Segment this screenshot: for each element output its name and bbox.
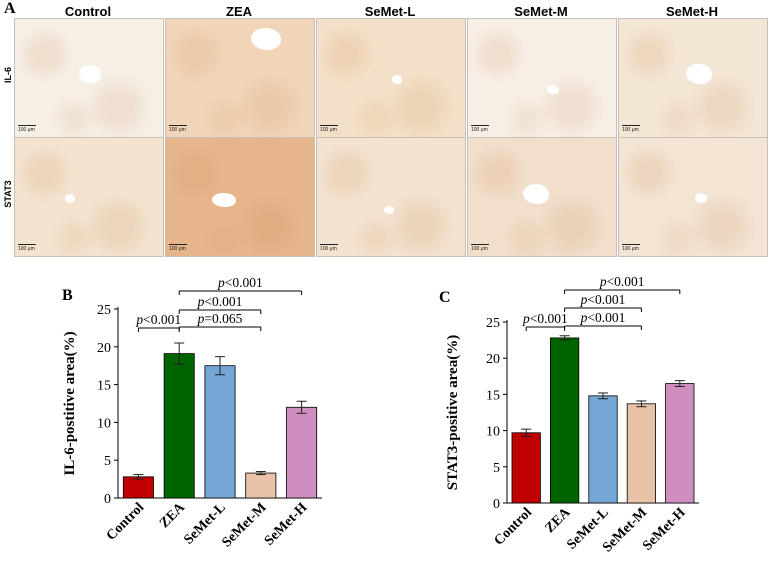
scale-bar: 100 μm <box>622 125 640 133</box>
micrograph-il6-semet-l: 100 μm <box>316 18 466 138</box>
x-tick-label-zea: ZEA <box>542 505 574 537</box>
scale-bar-label: 100 μm <box>18 127 35 133</box>
micrograph-stat3-semet-h: 100 μm <box>618 137 768 257</box>
column-header-semet-l: SeMet-L <box>364 4 416 19</box>
column-header-semet-m: SeMet-M <box>514 4 568 19</box>
y-tick-label: 5 <box>493 461 500 476</box>
x-tick-label-semet-h: SeMet-H <box>262 500 311 549</box>
bar-semet-m <box>626 403 657 504</box>
significance-label: p<0.001 <box>217 275 263 290</box>
scale-bar-line <box>320 244 338 245</box>
vessel-lumen <box>392 74 402 84</box>
bar-control <box>122 476 154 499</box>
micrograph-il6-zea: 100 μm <box>165 18 315 138</box>
vessel-lumen <box>251 28 281 50</box>
scale-bar-label: 100 μm <box>18 246 35 252</box>
y-tick-label: 20 <box>97 341 111 356</box>
scale-bar-line <box>471 244 489 245</box>
row-header-stat3: STAT3 <box>3 180 13 208</box>
scale-bar-label: 100 μm <box>169 127 186 133</box>
scale-bar: 100 μm <box>622 244 640 252</box>
y-tick-label: 10 <box>486 425 500 440</box>
y-axis-label: STAT3-positive area(%) <box>445 335 461 490</box>
scale-bar: 100 μm <box>320 244 338 252</box>
y-tick-label: 5 <box>104 454 111 469</box>
significance-label: p<0.001 <box>580 310 626 325</box>
y-tick-label: 15 <box>486 388 500 403</box>
bar-semet-h <box>286 406 318 499</box>
bar-control <box>511 432 541 504</box>
bar-zea <box>163 353 195 499</box>
scale-bar: 100 μm <box>18 125 36 133</box>
y-tick-label: 0 <box>104 492 111 507</box>
scale-bar-label: 100 μm <box>622 127 639 133</box>
vessel-lumen <box>65 193 75 203</box>
panel-label-b: B <box>62 287 73 304</box>
scale-bar: 100 μm <box>320 125 338 133</box>
y-tick-label: 20 <box>486 352 500 367</box>
bar-semet-l <box>204 365 236 499</box>
bar-semet-h <box>665 383 695 504</box>
scale-bar-line <box>622 244 640 245</box>
bar-semet-m <box>245 472 277 499</box>
micrograph-il6-semet-m: 100 μm <box>467 18 617 138</box>
significance-label: p<0.001 <box>580 292 626 307</box>
x-tick-label-semet-m: SeMet-M <box>219 500 269 550</box>
row-header-il6: IL-6 <box>3 67 13 84</box>
scale-bar-line <box>18 244 36 245</box>
scale-bar: 100 μm <box>169 125 187 133</box>
scale-bar-label: 100 μm <box>622 246 639 252</box>
y-tick-label: 0 <box>493 497 500 512</box>
scale-bar-line <box>169 125 187 126</box>
scale-bar-line <box>471 125 489 126</box>
vessel-lumen <box>384 206 394 214</box>
vessel-lumen <box>547 84 559 94</box>
panel-label-c: C <box>439 289 451 306</box>
x-tick-label-semet-h: SeMet-H <box>640 505 689 554</box>
bar-zea <box>549 337 580 504</box>
significance-label: p<0.001 <box>522 311 568 326</box>
scale-bar-line <box>320 125 338 126</box>
scale-bar-label: 100 μm <box>320 246 337 252</box>
scale-bar: 100 μm <box>471 125 489 133</box>
micrograph-stat3-zea: 100 μm <box>165 137 315 257</box>
y-tick-label: 10 <box>97 416 111 431</box>
scale-bar-label: 100 μm <box>169 246 186 252</box>
significance-label: p<0.001 <box>599 274 645 289</box>
panel-label-a: A <box>4 0 16 17</box>
vessel-lumen <box>523 184 549 204</box>
scale-bar: 100 μm <box>18 244 36 252</box>
x-tick-label-zea: ZEA <box>157 500 189 532</box>
micrograph-stat3-control: 100 μm <box>14 137 164 257</box>
significance-label: p=0.065 <box>197 311 243 326</box>
scale-bar: 100 μm <box>471 244 489 252</box>
vessel-lumen <box>695 193 707 203</box>
scale-bar: 100 μm <box>169 244 187 252</box>
significance-label: p<0.001 <box>197 294 243 309</box>
scale-bar-label: 100 μm <box>471 127 488 133</box>
column-header-control: Control <box>64 4 112 19</box>
vessel-lumen <box>212 193 236 207</box>
micrograph-il6-control: 100 μm <box>14 18 164 138</box>
y-tick-label: 25 <box>486 316 500 331</box>
bar-semet-l <box>588 395 618 504</box>
column-header-semet-h: SeMet-H <box>665 4 718 19</box>
micrograph-stat3-semet-l: 100 μm <box>316 137 466 257</box>
column-header-zea: ZEA <box>226 4 252 19</box>
scale-bar-label: 100 μm <box>320 127 337 133</box>
vessel-lumen <box>79 65 101 83</box>
y-axis-label: IL-6-postitive area(%) <box>62 331 78 475</box>
scale-bar-line <box>169 244 187 245</box>
y-tick-label: 15 <box>97 379 111 394</box>
scale-bar-label: 100 μm <box>471 246 488 252</box>
scale-bar-line <box>18 125 36 126</box>
vessel-lumen <box>686 64 712 84</box>
scale-bar-line <box>622 125 640 126</box>
micrograph-il6-semet-h: 100 μm <box>618 18 768 138</box>
significance-label: p<0.001 <box>135 312 181 327</box>
micrograph-stat3-semet-m: 100 μm <box>467 137 617 257</box>
y-tick-label: 25 <box>97 303 111 318</box>
